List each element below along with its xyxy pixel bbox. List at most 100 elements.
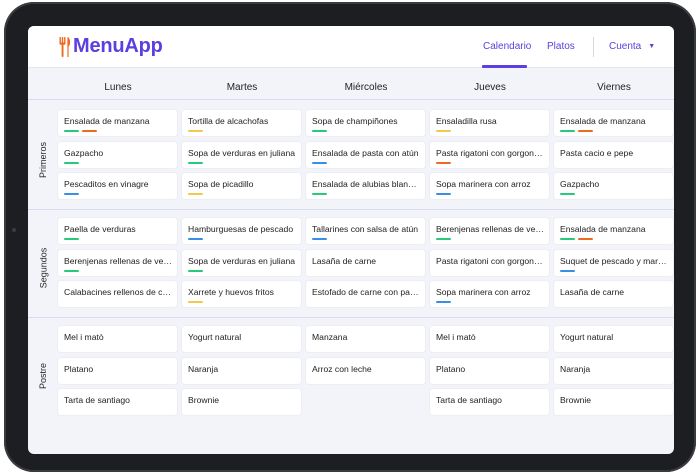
dish-card[interactable]: Paella de verduras [58, 218, 177, 244]
camera-dot [12, 228, 16, 232]
dish-name: Ensalada de alubias blancas [312, 179, 420, 189]
dish-name: Tallarines con salsa de atún [312, 224, 419, 234]
dish-card[interactable]: Brownie [554, 389, 673, 415]
dish-card[interactable]: Berenjenas rellenas de verduras [430, 218, 549, 244]
dish-card[interactable]: Ensalada de pasta con atún [306, 142, 425, 168]
dish-card[interactable]: Tarta de santiago [430, 389, 549, 415]
dish-card[interactable]: Ensalada de manzana [554, 218, 673, 244]
dish-tags [64, 238, 79, 240]
tag-green [64, 270, 79, 272]
dish-tags [64, 193, 79, 195]
dish-name: Tarta de santiago [436, 395, 502, 405]
tag-green [188, 162, 203, 164]
tag-green [560, 238, 575, 240]
dish-card[interactable]: Xarrete y huevos fritos [182, 281, 301, 307]
dish-name: Ensalada de manzana [560, 116, 646, 126]
dish-card[interactable]: Brownie [182, 389, 301, 415]
dish-card[interactable]: Sopa marinera con arroz [430, 281, 549, 307]
dish-name: Tortilla de alcachofas [188, 116, 269, 126]
dish-name: Ensalada de manzana [64, 116, 150, 126]
dish-card[interactable]: Sopa marinera con arroz [430, 173, 549, 199]
dish-tags [560, 270, 575, 272]
dish-card[interactable]: Platano [58, 358, 177, 384]
dish-card[interactable]: Sopa de champiñones [306, 110, 425, 136]
tag-yellow [436, 130, 451, 132]
dish-card[interactable]: Gazpacho [58, 142, 177, 168]
dish-card[interactable]: Lasaña de carne [554, 281, 673, 307]
dish-name: Sopa de champiñones [312, 116, 398, 126]
dish-name: Lasaña de carne [560, 287, 625, 297]
dish-tags [312, 193, 327, 195]
dish-name: Sopa marinera con arroz [436, 287, 531, 297]
dish-card[interactable]: Gazpacho [554, 173, 673, 199]
dish-card[interactable]: Pescaditos en vinagre [58, 173, 177, 199]
nav-divider [593, 37, 594, 57]
dish-card[interactable]: Tarta de santiago [58, 389, 177, 415]
dish-tags [188, 238, 203, 240]
dish-card[interactable]: Arroz con leche [306, 358, 425, 384]
tag-blue [560, 270, 575, 272]
section-label-text: Primeros [38, 141, 49, 179]
top-navbar: MenuApp Calendario Platos Cuenta ▼ [28, 26, 674, 68]
tag-blue [312, 162, 327, 164]
dish-card[interactable]: Suquet de pescado y marisco [554, 250, 673, 276]
dish-card[interactable]: Tortilla de alcachofas [182, 110, 301, 136]
dish-name: Mel i matò [436, 332, 476, 342]
tag-blue [436, 193, 451, 195]
dish-card[interactable]: Naranja [182, 358, 301, 384]
dish-card[interactable]: Sopa de verduras en juliana [182, 142, 301, 168]
app-logo[interactable]: MenuApp [59, 35, 163, 58]
nav-calendario[interactable]: Calendario [483, 41, 532, 52]
dish-card[interactable]: Pasta cacio e pepe [554, 142, 673, 168]
dish-name: Gazpacho [64, 148, 104, 158]
dish-name: Brownie [188, 395, 220, 405]
dish-card[interactable]: Ensaladilla rusa [430, 110, 549, 136]
dish-card[interactable]: Yogurt natural [182, 326, 301, 352]
dish-card[interactable]: Lasaña de carne [306, 250, 425, 276]
account-menu[interactable]: Cuenta ▼ [609, 41, 655, 52]
dish-card[interactable]: Naranja [554, 358, 673, 384]
dish-card[interactable]: Mel i matò [58, 326, 177, 352]
dish-card[interactable]: Platano [430, 358, 549, 384]
day-header-3: Miércoles [344, 82, 388, 93]
dish-card[interactable]: Sopa de picadillo [182, 173, 301, 199]
dish-card[interactable]: Berenjenas rellenas de verduras [58, 250, 177, 276]
dish-name: Estofado de carne con patatas [312, 287, 420, 297]
dish-card[interactable]: Tallarines con salsa de atún [306, 218, 425, 244]
section-label: Postre [28, 326, 58, 426]
section-label-text: Segundos [38, 247, 49, 289]
tag-green [188, 270, 203, 272]
tag-green [64, 162, 79, 164]
dish-card[interactable]: Ensalada de manzana [58, 110, 177, 136]
dish-name: Ensalada de pasta con atún [312, 148, 419, 158]
dish-card[interactable]: Ensalada de alubias blancas [306, 173, 425, 199]
dish-card[interactable]: Manzana [306, 326, 425, 352]
nav-platos[interactable]: Platos [547, 41, 575, 52]
section-label: Primeros [28, 110, 58, 210]
dish-card[interactable]: Hamburguesas de pescado [182, 218, 301, 244]
tag-yellow [188, 130, 203, 132]
dish-tags [312, 130, 327, 132]
dish-name: Pasta rigatoni con gorgonzola [436, 148, 544, 158]
dish-card[interactable]: Yogurt natural [554, 326, 673, 352]
dish-name: Berenjenas rellenas de verduras [436, 224, 544, 234]
dish-card[interactable]: Calabacines rellenos de carne [58, 281, 177, 307]
dish-tags [436, 162, 451, 164]
dish-name: Gazpacho [560, 179, 600, 189]
dish-card[interactable]: Pasta rigatoni con gorgonzola [430, 250, 549, 276]
dish-name: Sopa de verduras en juliana [188, 256, 296, 266]
dish-name: Xarrete y huevos fritos [188, 287, 274, 297]
tag-green [312, 193, 327, 195]
dish-card[interactable]: Pasta rigatoni con gorgonzola [430, 142, 549, 168]
dish-name: Ensaladilla rusa [436, 116, 497, 126]
section-divider [28, 209, 674, 210]
tag-green [560, 193, 575, 195]
dish-card[interactable]: Ensalada de manzana [554, 110, 673, 136]
dish-card[interactable]: Estofado de carne con patatas [306, 281, 425, 307]
dish-card[interactable]: Mel i matò [430, 326, 549, 352]
dish-tags [436, 130, 451, 132]
dish-name: Mel i matò [64, 332, 104, 342]
section-divider [28, 99, 674, 100]
dish-name: Yogurt natural [188, 332, 242, 342]
dish-card[interactable]: Sopa de verduras en juliana [182, 250, 301, 276]
